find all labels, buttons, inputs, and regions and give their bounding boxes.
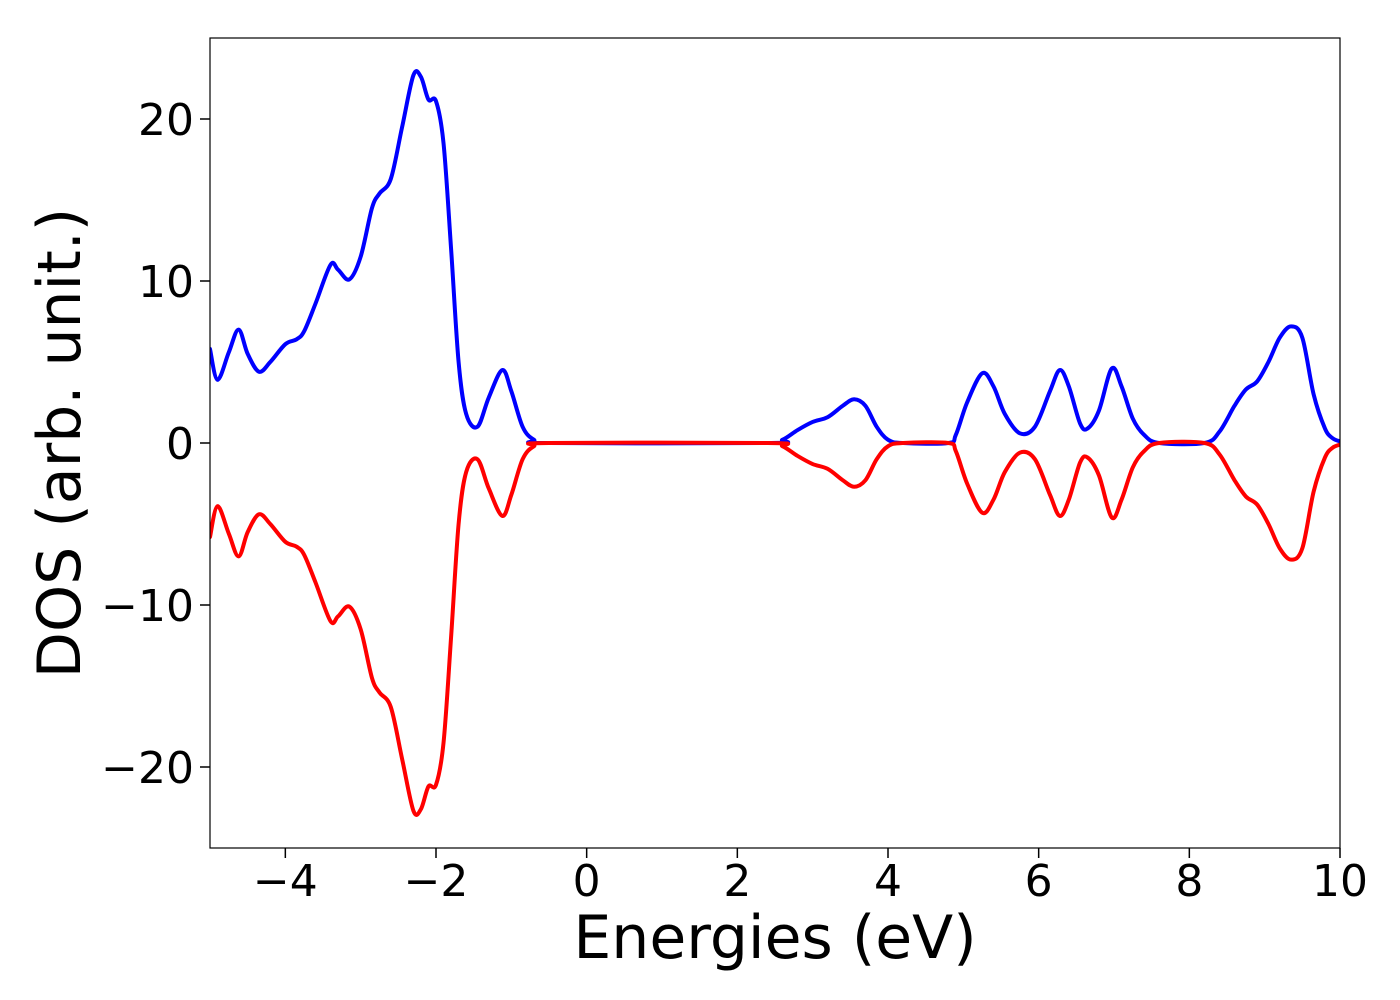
y-tick-label: 10 — [138, 257, 194, 308]
x-axis: −4 −2 0 2 4 6 8 10 — [253, 848, 1368, 907]
x-tick-label: −2 — [404, 856, 469, 907]
series-layer — [210, 69, 1340, 817]
x-tick-label: −4 — [253, 856, 318, 907]
x-tick-label: 2 — [723, 856, 751, 907]
x-tick-label: 8 — [1175, 856, 1203, 907]
x-tick-label: 4 — [874, 856, 902, 907]
series-line-1 — [210, 69, 1340, 447]
y-tick-label: 0 — [166, 419, 194, 470]
x-axis-title: Energies (eV) — [573, 903, 976, 973]
y-axis-title: DOS (arb. unit.) — [25, 208, 95, 678]
series-line-2 — [210, 439, 1340, 817]
y-tick-label: 20 — [138, 95, 194, 146]
x-tick-label: 6 — [1025, 856, 1053, 907]
y-tick-label: −20 — [101, 743, 194, 794]
y-tick-label: −10 — [101, 581, 194, 632]
y-axis: 20 10 0 −10 −20 — [101, 95, 210, 794]
x-tick-label: 10 — [1312, 856, 1368, 907]
x-tick-label: 0 — [573, 856, 601, 907]
